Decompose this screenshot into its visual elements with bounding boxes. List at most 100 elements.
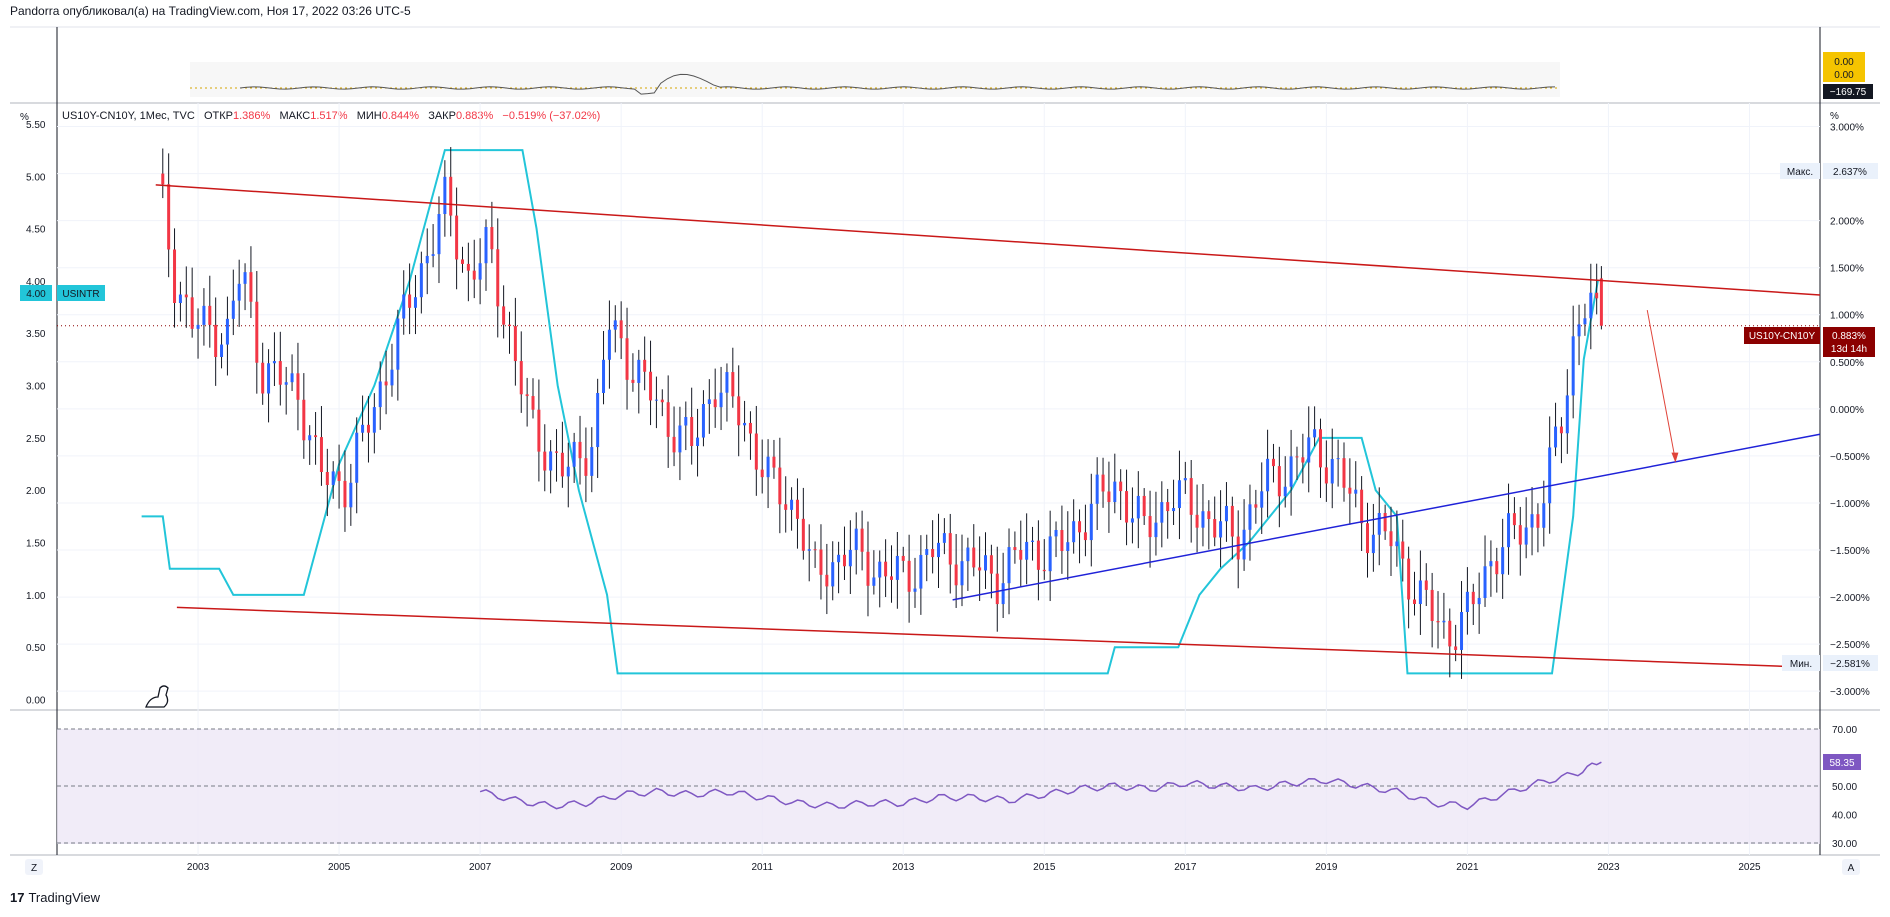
- legend-open-label: ОТКР: [203, 110, 233, 122]
- candle-body: [560, 452, 564, 477]
- candle-body: [1424, 580, 1428, 590]
- legend-change: −0.519% (−37.02%): [502, 110, 601, 122]
- candle-body: [931, 549, 935, 558]
- candle-body: [813, 549, 817, 551]
- candle-body: [496, 249, 500, 307]
- candle-body: [190, 297, 194, 329]
- dino-icon[interactable]: [145, 685, 169, 708]
- candle-body: [619, 320, 623, 339]
- max-value-box: [1823, 163, 1878, 179]
- candle-body: [1418, 580, 1422, 605]
- left-tick-label: 0.00: [26, 696, 46, 707]
- candle-body: [754, 433, 758, 470]
- candle-body: [349, 482, 353, 508]
- candle-body: [1013, 547, 1017, 551]
- candle-body: [331, 471, 335, 485]
- candle-body: [225, 318, 229, 345]
- candle-body: [637, 359, 641, 383]
- candle-body: [378, 381, 382, 408]
- rsi-band: [57, 729, 1820, 844]
- candle-body: [419, 263, 423, 298]
- candle-body: [978, 567, 982, 571]
- candle-body: [584, 458, 588, 476]
- candle-body: [919, 554, 923, 589]
- log-scale-z-button[interactable]: [25, 859, 43, 875]
- candle-body: [995, 573, 999, 605]
- candle-body: [390, 369, 394, 386]
- time-tick-label: 2019: [1315, 862, 1338, 873]
- time-tick-label: 2007: [469, 862, 492, 873]
- candle-body: [1559, 426, 1563, 434]
- forecast-arrow[interactable]: [1646, 309, 1676, 461]
- tradingview-brand[interactable]: 17 TradingView: [10, 890, 100, 905]
- left-tick-label: 3.00: [26, 382, 46, 393]
- candle-body: [1295, 456, 1299, 458]
- candle-body: [678, 425, 682, 453]
- candle-body: [831, 562, 835, 587]
- candle-body: [290, 373, 294, 383]
- candle-body: [537, 409, 541, 452]
- candle-body: [1172, 508, 1176, 512]
- candle-body: [1383, 513, 1387, 532]
- candle-body: [1083, 532, 1087, 541]
- candle-body: [690, 417, 694, 446]
- candle-body: [202, 305, 206, 325]
- candle-body: [1107, 491, 1111, 503]
- candle-body: [596, 393, 600, 448]
- auto-scale-a-button[interactable]: [1842, 859, 1860, 875]
- candle-body: [196, 324, 200, 329]
- candle-body: [472, 270, 476, 280]
- candle-body: [649, 371, 653, 401]
- legend-close-label: ЗАКР: [428, 110, 456, 122]
- candle-body: [566, 466, 570, 477]
- left-axis-unit: %: [20, 112, 29, 123]
- candle-body: [1177, 480, 1181, 509]
- left-axis-ticks: 5.50 5.00 4.50 4.00 3.50 3.00 2.50 2.00 1.50 1.00…: [26, 120, 46, 707]
- candle-body: [1066, 542, 1070, 552]
- candle-body: [443, 176, 447, 215]
- candle-body: [1036, 540, 1040, 570]
- left-tick-label: 2.50: [26, 434, 46, 445]
- candle-body: [296, 373, 300, 400]
- candle-body: [825, 574, 829, 587]
- candle-body: [1130, 518, 1134, 523]
- candle-body: [889, 576, 893, 580]
- candle-body: [1142, 495, 1146, 517]
- top-pane-value-box: [1823, 52, 1865, 82]
- candle-body: [413, 297, 417, 308]
- candle-body: [513, 326, 517, 362]
- candle-body: [302, 399, 306, 441]
- candle-body: [1136, 495, 1140, 519]
- legend-high-label: МАКС: [279, 110, 311, 122]
- candle-body: [842, 554, 846, 567]
- legend-symbol: US10Y-CN10Y, 1Мес, TVC: [62, 110, 195, 122]
- candle-body: [1119, 481, 1123, 492]
- channel-lower-line[interactable]: [176, 606, 1821, 669]
- candle-body: [602, 359, 606, 394]
- rsi-tick-label: 70.00: [1832, 725, 1857, 736]
- time-tick-label: 2021: [1456, 862, 1479, 873]
- candle-body: [1377, 513, 1381, 535]
- candle-body: [966, 547, 970, 562]
- channel-upper-line[interactable]: [155, 184, 1821, 296]
- candle-body: [1042, 569, 1046, 572]
- support-trendline[interactable]: [952, 433, 1821, 601]
- candle-body: [437, 214, 441, 255]
- top-pane-shade: [190, 62, 1560, 97]
- rsi-tick-label: 50.00: [1832, 782, 1857, 793]
- candle-body: [1599, 278, 1603, 326]
- candle-body: [884, 561, 888, 577]
- candle-body: [766, 456, 770, 478]
- candle-body: [772, 456, 776, 468]
- rsi-value: 58.35: [1829, 758, 1854, 769]
- candle-body: [284, 382, 288, 385]
- candlestick-series: [161, 147, 1603, 679]
- candle-body: [654, 399, 658, 401]
- candle-body: [701, 404, 705, 438]
- candle-body: [925, 549, 929, 555]
- candle-body: [1524, 527, 1528, 545]
- candle-body: [1324, 467, 1328, 484]
- top-pane-current-value: −169.75: [1830, 87, 1867, 98]
- candle-body: [1454, 646, 1458, 650]
